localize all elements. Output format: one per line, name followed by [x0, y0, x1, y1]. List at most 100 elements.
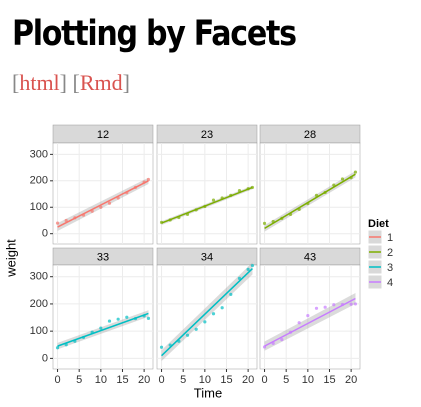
point	[353, 170, 358, 174]
x-tick-label: 20	[138, 374, 150, 386]
point	[146, 316, 151, 320]
panel	[52, 264, 154, 370]
point	[99, 205, 103, 209]
point	[229, 292, 233, 297]
bracket: ]	[122, 70, 130, 95]
point	[125, 315, 129, 319]
point	[349, 176, 353, 180]
point	[237, 188, 242, 193]
strip-label: 12	[97, 129, 109, 141]
y-tick-label: 300	[30, 148, 48, 160]
strip-label: 28	[304, 129, 316, 141]
point	[185, 333, 190, 337]
x-tick-label: 0	[54, 374, 60, 386]
point	[280, 216, 284, 220]
point	[250, 263, 255, 268]
x-tick-label: 10	[95, 374, 107, 386]
point	[340, 177, 345, 181]
y-tick-label: 100	[30, 325, 48, 337]
strip-label: 33	[97, 251, 109, 263]
point	[90, 330, 94, 334]
point	[81, 335, 86, 340]
point	[229, 193, 233, 197]
point	[116, 196, 120, 200]
point	[107, 319, 112, 323]
point	[288, 212, 293, 216]
point	[133, 185, 138, 190]
point	[142, 180, 146, 184]
x-tick-label: 5	[76, 374, 82, 386]
fit-line	[264, 297, 356, 347]
page-title: Plotting by Facets	[12, 14, 297, 54]
point	[146, 177, 151, 182]
fit-line	[264, 173, 356, 230]
point	[288, 330, 293, 334]
point	[211, 198, 216, 202]
fit-line	[57, 180, 149, 228]
point	[90, 209, 94, 213]
fit-line	[161, 186, 253, 224]
bracket: ]	[59, 70, 67, 95]
point	[142, 314, 146, 318]
panel	[259, 142, 361, 245]
strip-label: 43	[304, 251, 316, 263]
y-tick-label: 0	[42, 352, 48, 364]
link[interactable]: Rmd	[79, 70, 123, 95]
point	[177, 215, 181, 220]
point	[297, 207, 301, 211]
point	[73, 339, 77, 343]
y-tick-label: 200	[30, 175, 48, 187]
point	[262, 221, 267, 225]
strip-label: 34	[201, 251, 213, 263]
strip-label: 23	[201, 129, 213, 141]
point	[177, 339, 181, 343]
point	[203, 320, 207, 324]
point	[159, 345, 164, 349]
point	[99, 326, 103, 330]
point	[55, 346, 60, 350]
point	[125, 191, 129, 195]
fit-line	[57, 312, 149, 347]
legend-title: Diet	[368, 218, 389, 230]
legend-label: 4	[387, 277, 393, 289]
y-tick-label: 0	[42, 228, 48, 240]
link[interactable]: html	[19, 70, 60, 95]
point	[237, 276, 242, 280]
point	[55, 221, 60, 225]
point	[323, 305, 327, 309]
x-tick-label: 20	[242, 374, 254, 386]
point	[349, 302, 353, 306]
x-axis-label: Time	[194, 385, 222, 400]
x-tick-label: 15	[116, 374, 128, 386]
y-tick-label: 200	[30, 298, 48, 310]
point	[81, 213, 86, 217]
point	[280, 337, 284, 342]
legend-label: 1	[387, 232, 393, 244]
point	[271, 219, 275, 224]
point	[194, 208, 198, 212]
point	[211, 312, 216, 316]
x-tick-label: 5	[283, 374, 289, 386]
point	[353, 302, 358, 306]
point	[314, 193, 319, 197]
point	[271, 341, 275, 346]
y-tick-label: 300	[30, 271, 48, 283]
x-tick-label: 15	[323, 374, 335, 386]
point	[246, 267, 250, 271]
y-tick-label: 100	[30, 201, 48, 213]
point	[306, 201, 310, 206]
point	[159, 220, 164, 224]
x-tick-label: 20	[345, 374, 357, 386]
point	[220, 306, 224, 310]
point	[332, 303, 336, 307]
point	[314, 306, 319, 310]
point	[203, 204, 207, 209]
point	[194, 327, 198, 331]
legend-label: 2	[387, 247, 393, 259]
legend-label: 3	[387, 262, 393, 274]
panel	[52, 142, 154, 245]
x-tick-label: 15	[220, 374, 232, 386]
point	[220, 196, 224, 200]
